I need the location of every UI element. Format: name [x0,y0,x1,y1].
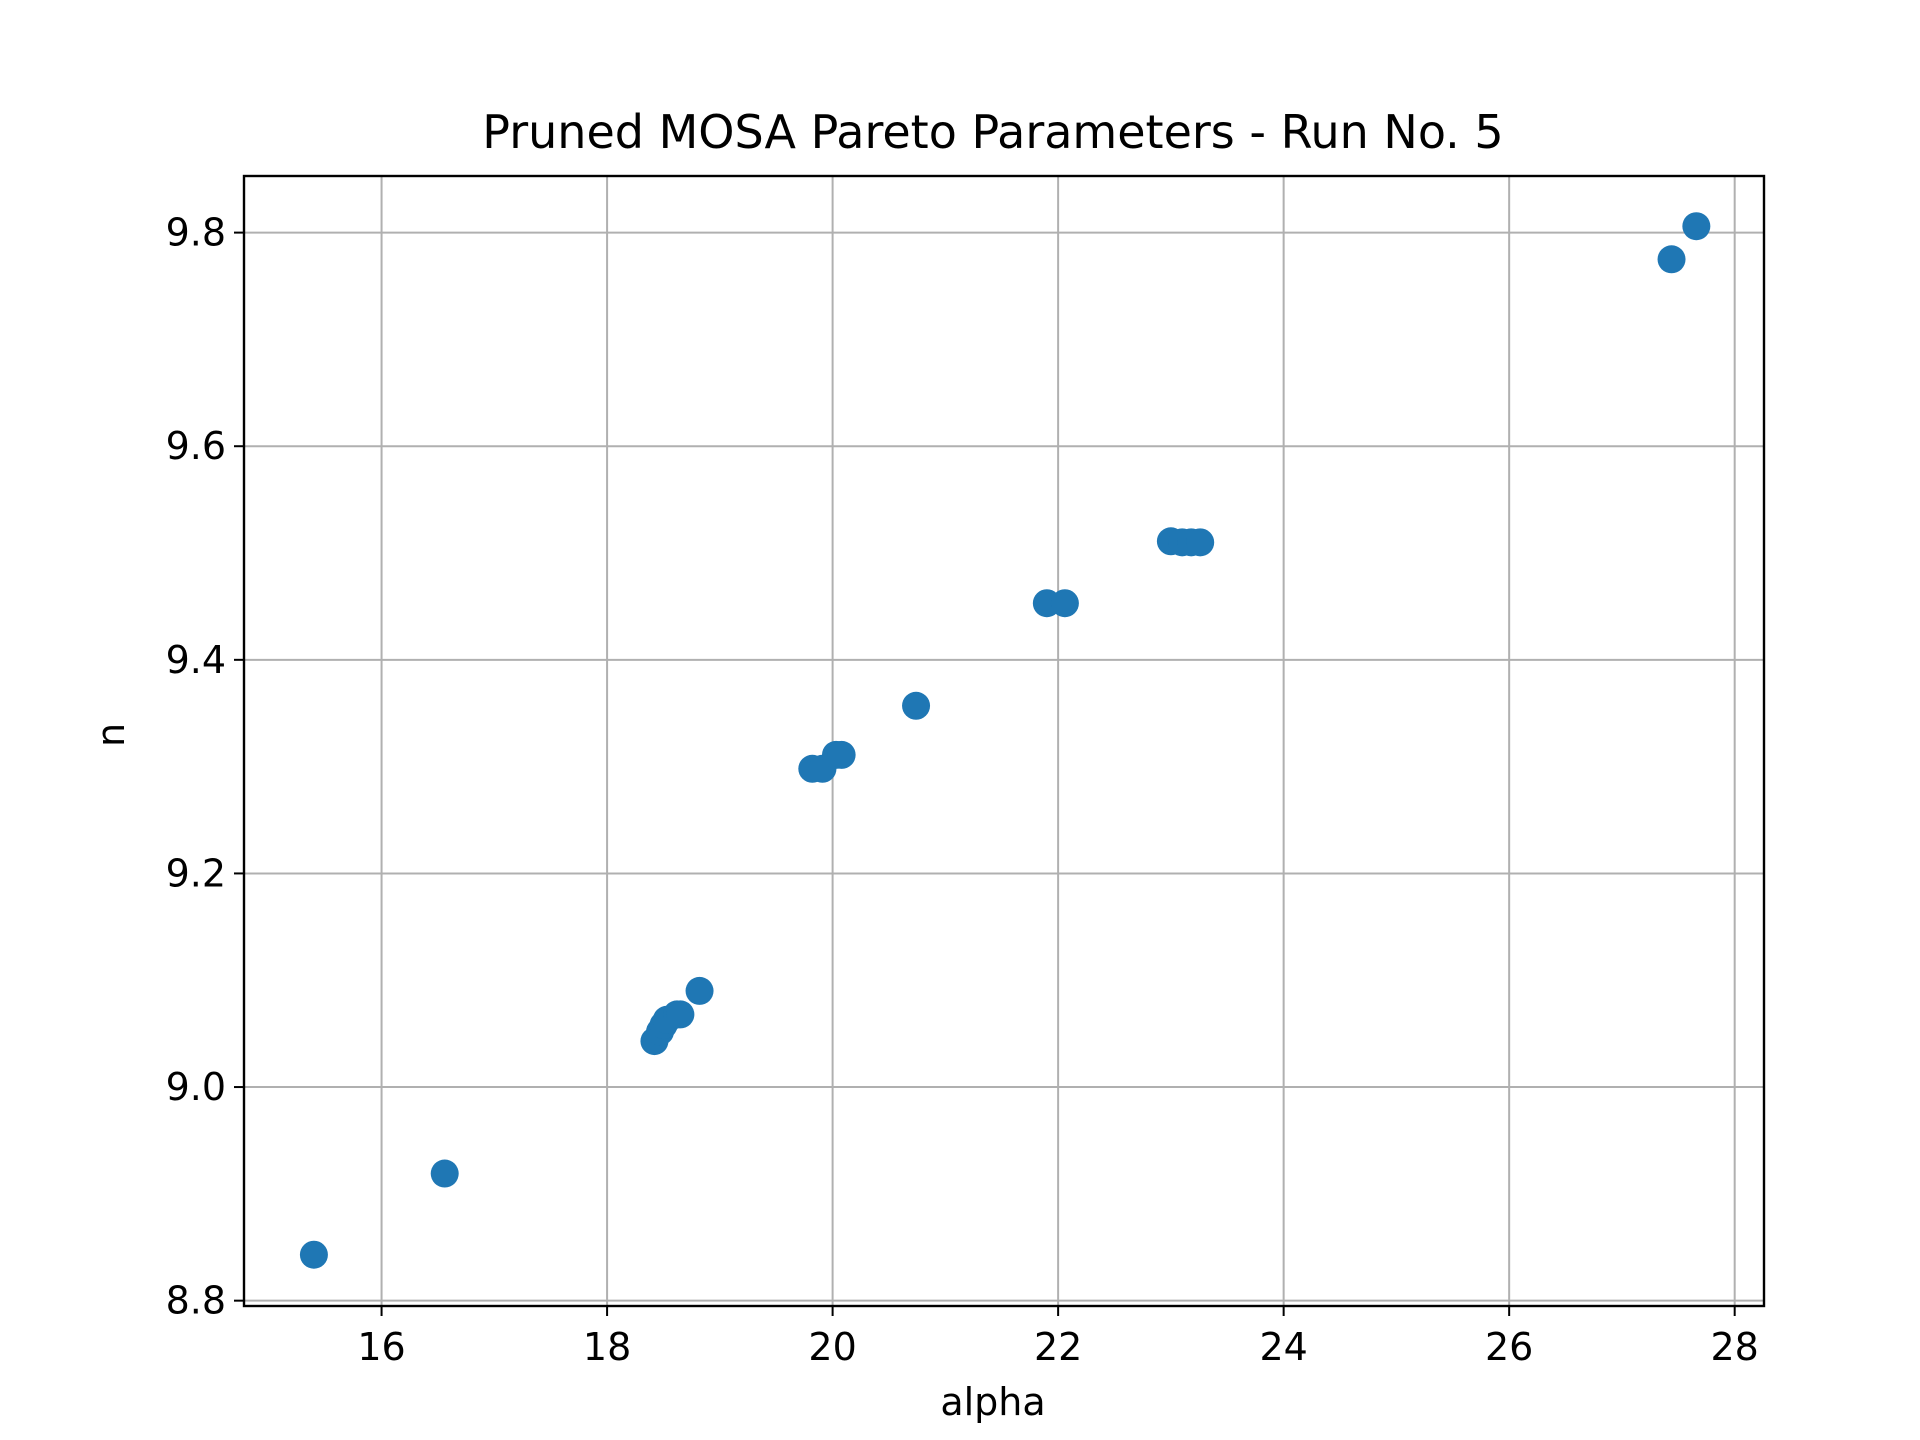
data-point [1657,245,1686,274]
x-tick-label: 18 [583,1325,631,1369]
y-tick-label: 8.8 [166,1279,226,1323]
x-tick-label: 20 [808,1325,856,1369]
x-tick-label: 28 [1711,1325,1759,1369]
data-point [1186,528,1215,557]
data-point [902,691,931,720]
data-point [827,740,856,769]
data-point [1050,589,1079,618]
data-points [299,212,1711,1269]
data-point [666,1000,695,1029]
y-tick-label: 9.0 [166,1065,226,1109]
y-tick-label: 9.2 [166,851,226,895]
x-axis-label: alpha [940,1380,1045,1424]
axis-ticks: 16 18 20 22 24 26 28 8.8 9.0 9.2 9.4 9.6 9.8 [166,211,1759,1369]
y-tick-label: 9.8 [166,211,226,255]
y-tick-label: 9.4 [166,638,226,682]
data-point [430,1159,459,1188]
x-tick-label: 16 [357,1325,405,1369]
x-tick-label: 24 [1259,1325,1307,1369]
plot-frame [242,174,1766,1308]
x-tick-label: 26 [1485,1325,1533,1369]
chart-title: Pruned MOSA Pareto Parameters - Run No. … [482,105,1503,159]
y-axis-label: n [89,723,133,747]
x-tick-label: 22 [1034,1325,1082,1369]
data-point [1682,212,1711,241]
data-point [299,1240,328,1269]
y-tick-label: 9.6 [166,424,226,468]
data-point [685,976,714,1005]
grid-lines [244,176,1764,1306]
